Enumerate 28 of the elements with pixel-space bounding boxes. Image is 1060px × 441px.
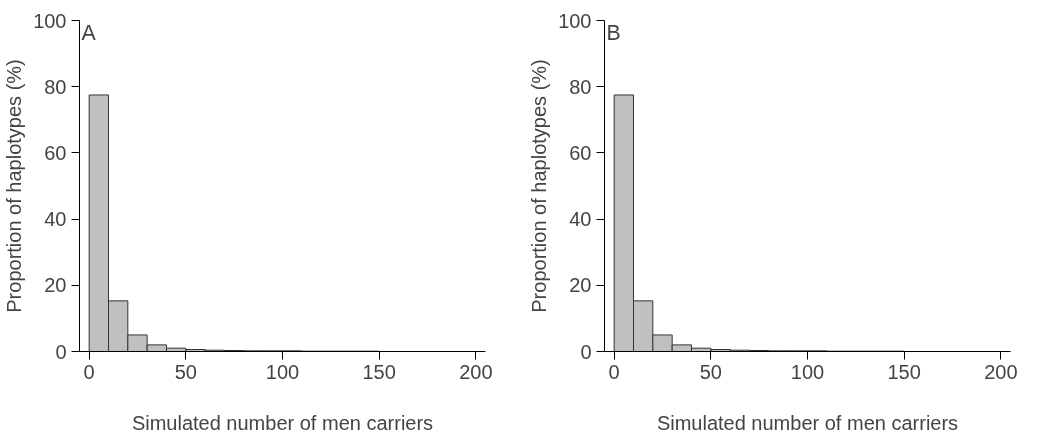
x-tick-label: 100 (265, 360, 300, 383)
x-axis-title: Simulated number of men carriers (131, 411, 434, 434)
y-tick-label: 40 (44, 208, 67, 231)
y-tick-label: 60 (569, 141, 592, 164)
y-tick-label: 100 (33, 9, 67, 32)
y-tick-label: 60 (44, 141, 67, 164)
x-tick-label: 0 (608, 360, 620, 383)
y-tick-label: 100 (558, 9, 592, 32)
x-tick-label: 200 (459, 360, 493, 383)
y-tick-label: 40 (569, 208, 592, 231)
chart-title: A (81, 20, 97, 45)
y-tick-label: 0 (55, 340, 67, 363)
y-tick-label: 80 (44, 75, 67, 98)
x-tick-label: 200 (984, 360, 1018, 383)
x-axis-title: Simulated number of men carriers (656, 411, 959, 434)
chart-title: B (606, 20, 621, 45)
y-tick-label: 20 (44, 274, 67, 297)
x-tick-label: 50 (699, 360, 722, 383)
x-tick-label: 100 (790, 360, 825, 383)
y-axis-title: Proportion of haplotypes (%) (3, 59, 26, 313)
x-tick-label: 0 (83, 360, 95, 383)
y-tick-label: 0 (580, 340, 592, 363)
y-tick-label: 20 (569, 274, 592, 297)
y-axis-title: Proportion of haplotypes (%) (528, 59, 551, 313)
x-tick-label: 50 (174, 360, 197, 383)
y-tick-label: 80 (569, 75, 592, 98)
x-tick-label: 150 (362, 360, 396, 383)
x-tick-label: 150 (887, 360, 921, 383)
